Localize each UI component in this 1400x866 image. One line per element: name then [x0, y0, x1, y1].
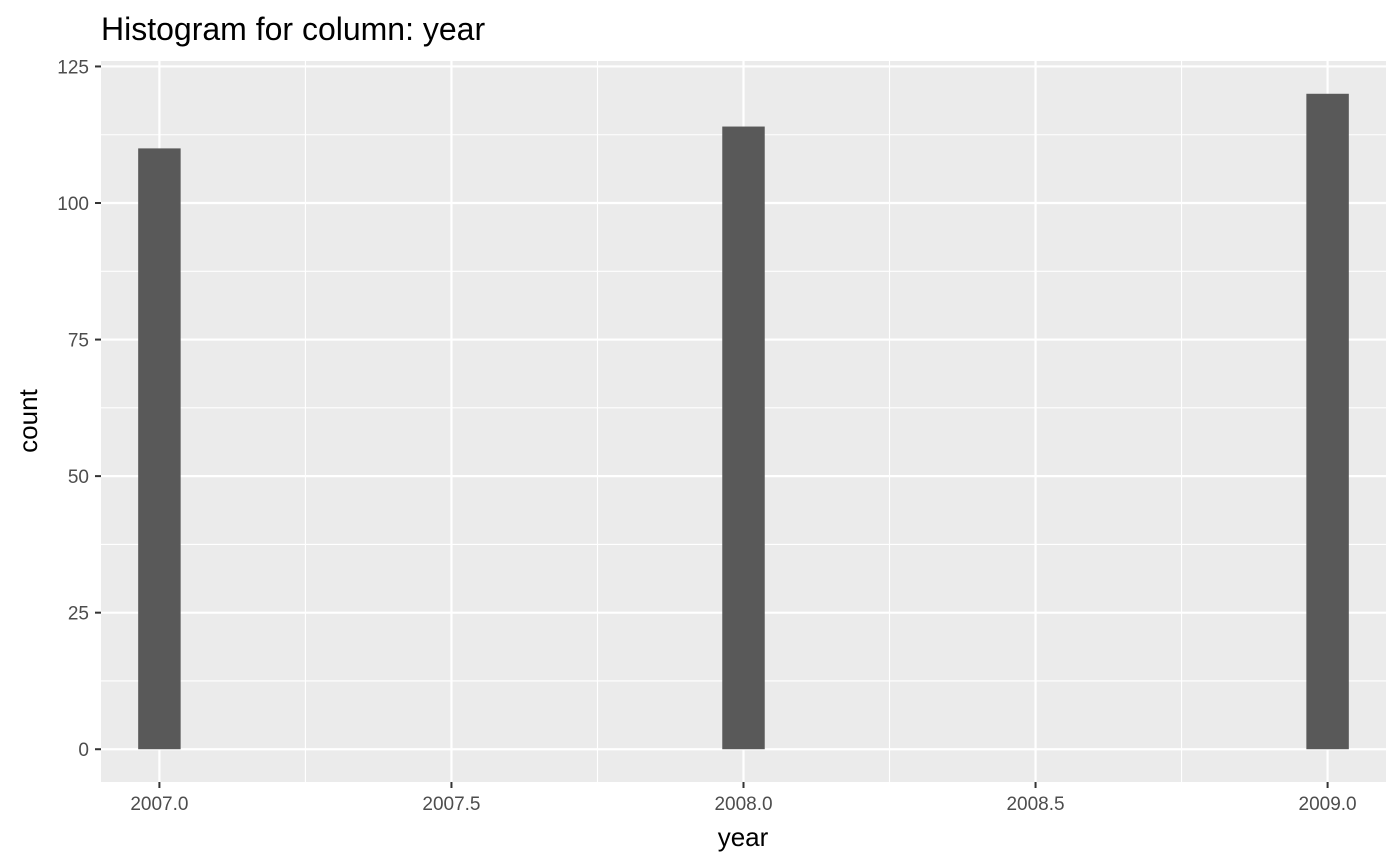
x-tick-label: 2008.0	[714, 794, 772, 815]
y-axis: 0 25 50 75 100 125	[57, 57, 101, 761]
y-tick-label: 75	[68, 331, 89, 352]
x-tick-label: 2007.5	[422, 794, 480, 815]
x-axis: 2007.0 2007.5 2008.0 2008.5 2009.0	[130, 782, 1357, 815]
bar	[138, 148, 181, 750]
y-tick-label: 100	[57, 194, 89, 215]
x-tick-label: 2007.0	[130, 794, 188, 815]
y-tick-label: 0	[78, 740, 89, 761]
y-axis-title: count	[13, 388, 43, 452]
y-tick-label: 25	[68, 604, 89, 625]
y-tick-label: 125	[57, 57, 89, 78]
x-tick-label: 2008.5	[1006, 794, 1064, 815]
chart-title: Histogram for column: year	[101, 11, 485, 47]
x-axis-title: year	[718, 822, 769, 852]
bar	[722, 126, 765, 750]
y-tick-label: 50	[68, 467, 89, 488]
bars	[138, 93, 1349, 750]
x-tick-label: 2009.0	[1299, 794, 1357, 815]
bar	[1306, 93, 1349, 750]
